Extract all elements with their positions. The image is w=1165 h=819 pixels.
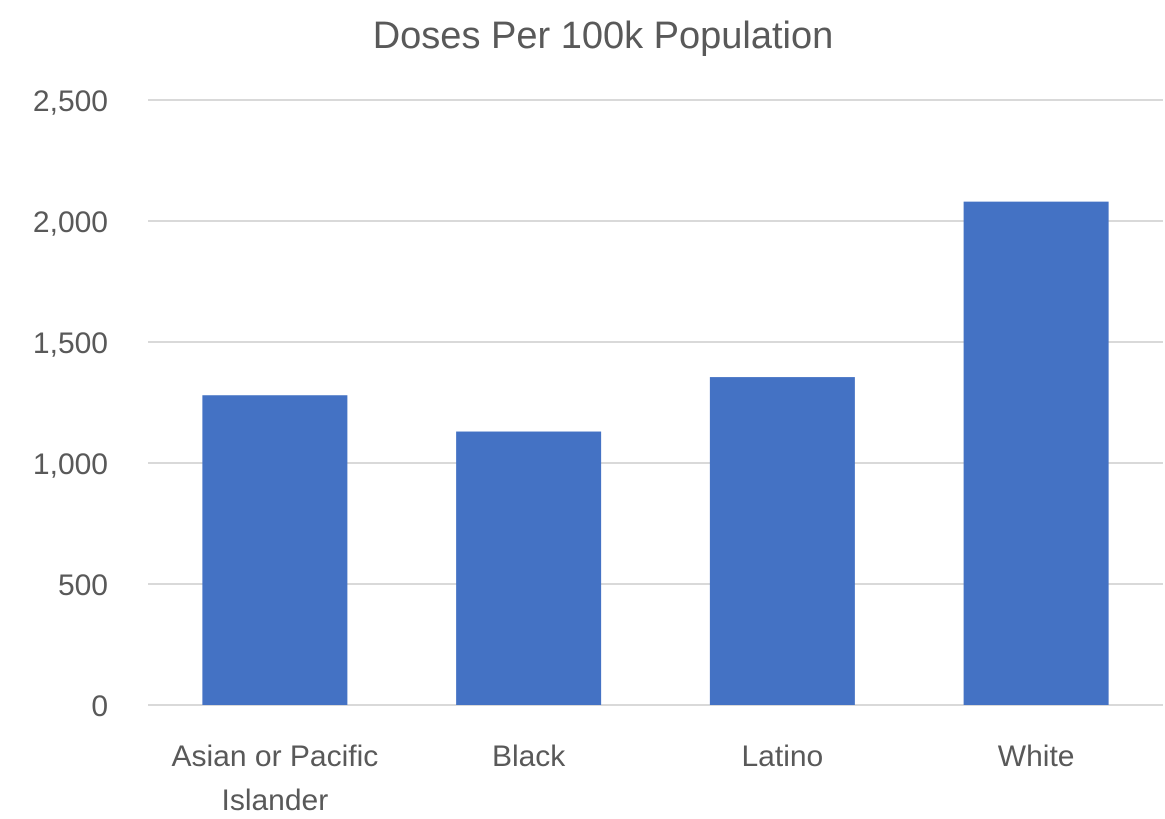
x-category-label-line: Latino [742,740,824,773]
x-axis-category-labels: Asian or Pacific Islander Black Latino White [172,740,1075,817]
y-tick-label: 500 [58,569,108,602]
y-tick-label: 2,000 [33,206,108,239]
y-axis-tick-labels: 0 500 1,000 1,500 2,000 2,500 [33,85,108,723]
bar-asian-or-pacific-islander [202,395,348,705]
y-tick-label: 1,000 [33,448,108,481]
y-tick-label: 1,500 [33,327,108,360]
bars [202,201,1109,705]
x-category-label: Latino [742,740,824,773]
bar-white [963,201,1109,705]
x-category-label: White [998,740,1075,773]
x-category-label-line: Asian or Pacific [172,740,379,773]
bar-latino [709,377,855,705]
x-category-label-line: Islander [222,784,329,817]
x-category-label-line: White [998,740,1075,773]
y-tick-label: 2,500 [33,85,108,118]
x-category-label: Asian or Pacific Islander [172,740,379,817]
chart-title: Doses Per 100k Population [373,15,834,57]
bar-black [456,431,602,705]
y-tick-label: 0 [91,690,108,723]
x-category-label-line: Black [492,740,566,773]
x-category-label: Black [492,740,566,773]
